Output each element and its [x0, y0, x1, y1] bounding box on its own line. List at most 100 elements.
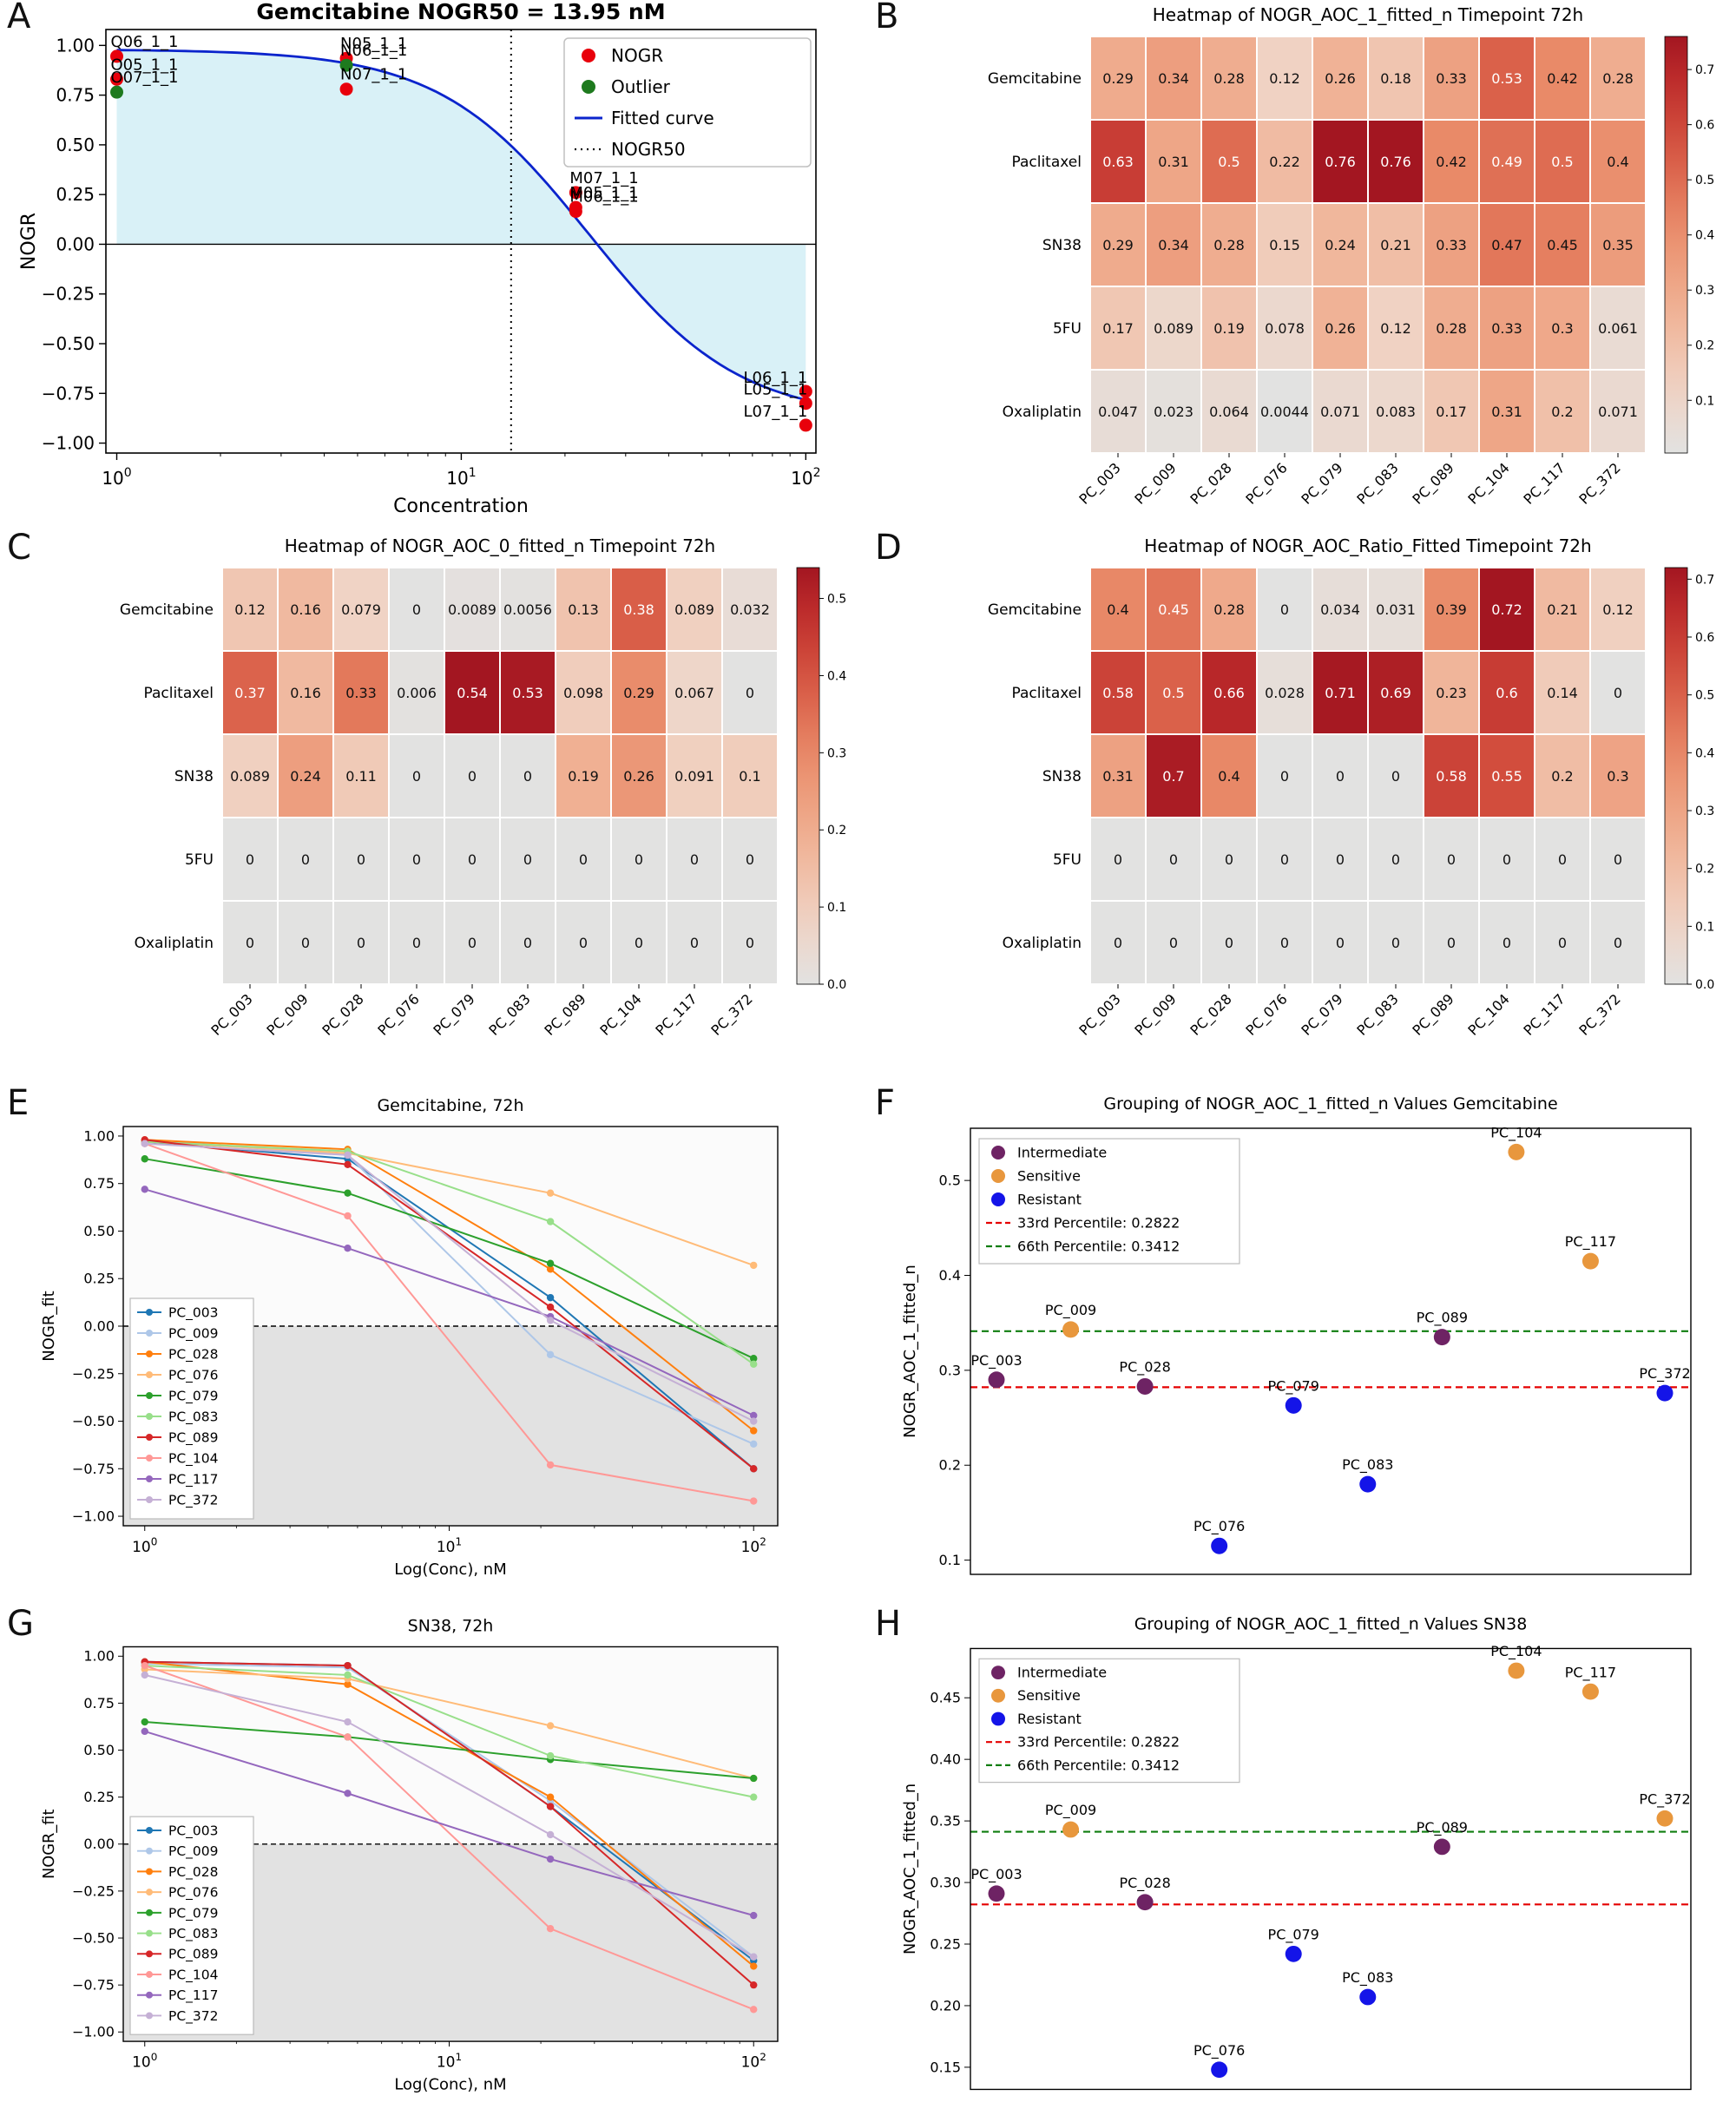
data-point — [344, 1160, 352, 1169]
heatmap-cell — [555, 567, 612, 652]
svg-text:PC_076: PC_076 — [1194, 2042, 1245, 2060]
col-label: PC_009 — [263, 990, 312, 1039]
heatmap-cell — [1589, 286, 1647, 371]
svg-text:0.1: 0.1 — [1695, 920, 1714, 934]
svg-text:0.15: 0.15 — [1269, 237, 1300, 253]
svg-text:0: 0 — [1447, 935, 1456, 951]
data-point — [750, 1355, 758, 1363]
svg-text:Outlier: Outlier — [611, 76, 671, 97]
svg-text:Sensitive: Sensitive — [1017, 1168, 1081, 1185]
svg-text:0: 0 — [1169, 851, 1178, 868]
chart-title: Heatmap of NOGR_AOC_1_fitted_n Timepoint… — [1153, 4, 1583, 25]
svg-text:0.2: 0.2 — [1551, 404, 1573, 420]
svg-text:0.064: 0.064 — [1209, 404, 1249, 420]
data-point — [546, 1722, 555, 1730]
panel-label-e: E — [7, 1083, 30, 1123]
data-point — [750, 1465, 758, 1473]
svg-text:0: 0 — [246, 935, 254, 951]
panel-E: Gemcitabine, 72h 1.00 0.75 0.50 0.25 0.00 −0.2… — [0, 1083, 868, 1607]
heatmap-cell — [1200, 817, 1258, 902]
svg-text:0.00: 0.00 — [56, 233, 95, 254]
sn38-lines-chart: SN38, 72h 1.00 0.75 0.50 0.25 0.00 −0.25 −0.50 −… — [40, 1617, 779, 2094]
svg-text:−1.00: −1.00 — [72, 1508, 115, 1525]
series-line — [144, 1665, 754, 2011]
svg-text:0.18: 0.18 — [1380, 70, 1411, 87]
heatmap-cell — [499, 900, 556, 985]
svg-text:0.34: 0.34 — [1158, 70, 1189, 87]
data-point — [344, 1671, 352, 1679]
data-point — [750, 2006, 758, 2014]
svg-text:0.19: 0.19 — [568, 768, 599, 785]
data-point — [141, 1661, 148, 1670]
svg-text:PC_083: PC_083 — [1342, 1456, 1393, 1474]
col-label: PC_089 — [1409, 990, 1457, 1039]
svg-text:PC_076: PC_076 — [168, 1368, 219, 1384]
svg-text:0.42: 0.42 — [1436, 154, 1467, 170]
svg-text:PC_083: PC_083 — [1342, 1969, 1393, 1987]
heatmap-cell — [1367, 567, 1424, 652]
svg-text:0.26: 0.26 — [1325, 320, 1356, 337]
heatmap-cell — [499, 650, 556, 735]
data-point — [344, 1189, 352, 1197]
svg-text:0.032: 0.032 — [730, 601, 770, 618]
svg-text:0: 0 — [1558, 935, 1567, 951]
heatmap-cell — [332, 817, 390, 902]
svg-text:0.25: 0.25 — [83, 1271, 115, 1287]
svg-text:0: 0 — [412, 768, 421, 785]
svg-text:0: 0 — [412, 851, 421, 868]
svg-text:0.24: 0.24 — [290, 768, 321, 785]
data-point — [546, 1350, 555, 1359]
data-point — [546, 1293, 555, 1302]
svg-text:0.16: 0.16 — [290, 601, 321, 618]
svg-text:0: 0 — [1391, 768, 1400, 785]
svg-text:1.00: 1.00 — [56, 35, 95, 56]
svg-text:0.45: 0.45 — [930, 1690, 961, 1706]
sample-point — [1136, 1377, 1154, 1395]
svg-text:0.4: 0.4 — [827, 669, 846, 683]
legend: Intermediate Sensitive Resistant 33rd Perce… — [978, 1658, 1240, 1784]
svg-text:0: 0 — [1280, 935, 1289, 951]
svg-text:0.6: 0.6 — [1695, 631, 1714, 645]
x-axis-label: Log(Conc), nM — [394, 2076, 506, 2094]
row-label: 5FU — [1053, 320, 1082, 338]
svg-text:0.071: 0.071 — [1598, 404, 1638, 420]
svg-text:100: 100 — [102, 466, 131, 489]
svg-text:Intermediate: Intermediate — [1017, 1145, 1107, 1161]
row-label: Paclitaxel — [1011, 154, 1082, 171]
data-point — [546, 1751, 555, 1760]
sample-point — [1136, 1894, 1154, 1911]
data-point — [141, 1155, 148, 1163]
heatmap-cell — [610, 900, 667, 985]
svg-text:0.55: 0.55 — [1491, 768, 1522, 785]
heatmap-cell — [610, 733, 667, 818]
sample-point — [799, 397, 812, 411]
heatmap-cell — [388, 817, 445, 902]
svg-text:0.28: 0.28 — [1602, 70, 1634, 87]
heatmap-cell — [1478, 567, 1535, 652]
data-point — [344, 1718, 352, 1726]
svg-text:0.75: 0.75 — [83, 1695, 115, 1711]
heatmap-cell — [277, 733, 334, 818]
heatmap-cell — [444, 900, 501, 985]
svg-text:0: 0 — [301, 851, 310, 868]
svg-text:0.4: 0.4 — [1107, 601, 1128, 618]
panel-label-g: G — [7, 1604, 34, 1644]
chart-title: Gemcitabine, 72h — [377, 1096, 523, 1115]
data-point — [750, 1953, 758, 1961]
svg-text:0.45: 0.45 — [1158, 601, 1189, 618]
svg-text:0.5: 0.5 — [1551, 154, 1573, 170]
data-point — [344, 1151, 352, 1160]
heatmap-cell — [1145, 286, 1202, 371]
svg-text:O07_1_1: O07_1_1 — [111, 69, 179, 87]
svg-text:0.2: 0.2 — [939, 1457, 961, 1474]
sample-point — [1062, 1821, 1080, 1838]
heatmap-cell — [1200, 286, 1258, 371]
svg-text:PC_372: PC_372 — [168, 1493, 219, 1509]
col-label: PC_083 — [1353, 990, 1402, 1039]
row-label: Gemcitabine — [988, 601, 1082, 619]
heatmap-cell — [277, 567, 334, 652]
data-point — [344, 1661, 352, 1670]
svg-text:0.15: 0.15 — [930, 2059, 961, 2075]
panel-label-b: B — [875, 0, 899, 36]
row-label: Gemcitabine — [988, 70, 1082, 88]
